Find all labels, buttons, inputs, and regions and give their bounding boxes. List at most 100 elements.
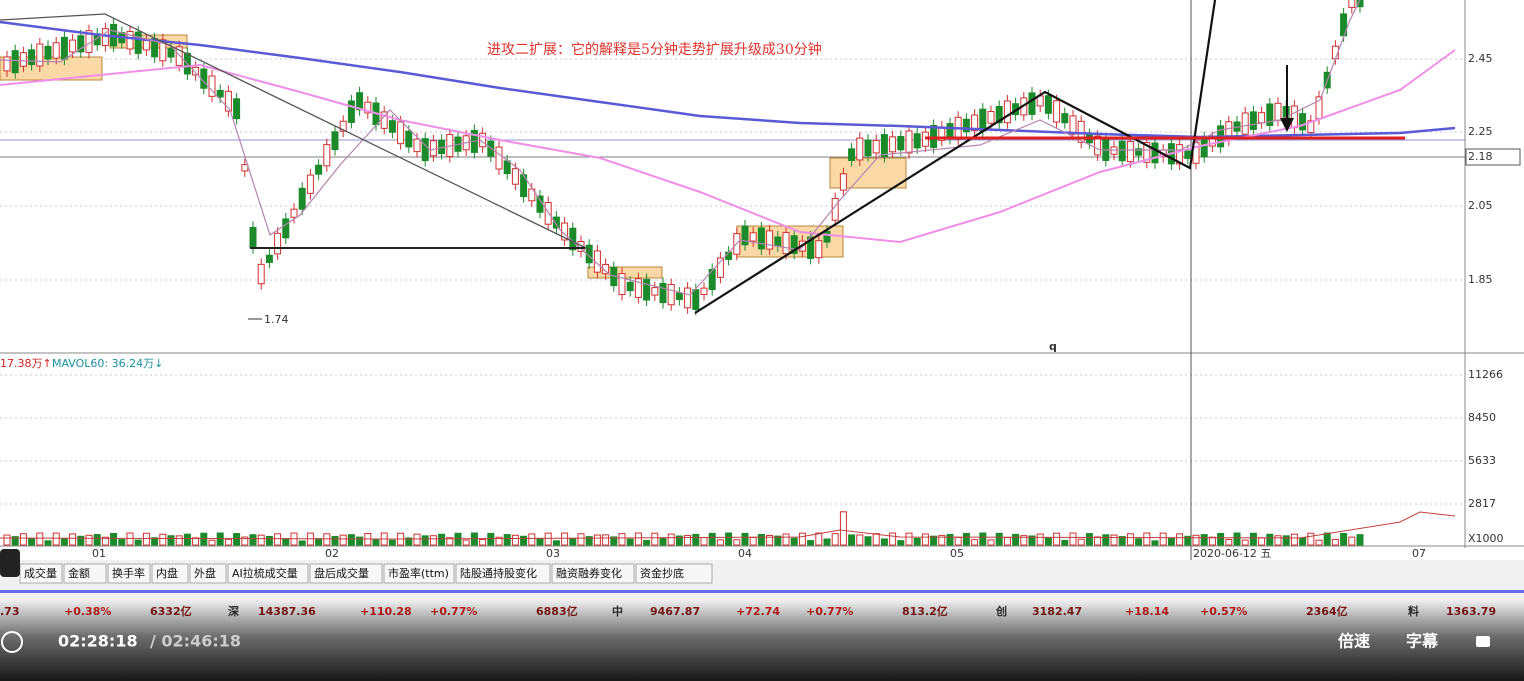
volume-bar: [962, 532, 970, 546]
volume-bar: [930, 535, 938, 546]
tab[interactable]: [189, 563, 227, 584]
replay-button[interactable]: [1, 631, 23, 653]
volume-bar: [1323, 532, 1331, 546]
candle: [241, 164, 249, 172]
volume-bar: [19, 533, 27, 546]
candle: [339, 120, 347, 132]
candle: [1118, 140, 1126, 162]
volume-bar: [388, 539, 396, 546]
candle: [77, 35, 85, 53]
volume-bar: [126, 532, 134, 546]
volume-bar: [1053, 532, 1061, 546]
volume-bar: [224, 538, 232, 546]
candle: [815, 240, 823, 259]
volume-bar: [815, 532, 823, 546]
volume-bar: [282, 538, 290, 546]
volume-legend: MAVOL60: 36.24万↓: [52, 357, 163, 370]
candle: [142, 40, 150, 51]
indicator-tabs: 成交量 金额 换手率 内盘 外盘 AI拉梳成交量 盘后成交量 市盈率(ttm) 陆股通持股变化 融…: [19, 563, 713, 584]
date-label: 02: [325, 547, 339, 560]
tab[interactable]: [63, 563, 107, 584]
volume-bar: [872, 533, 880, 546]
screenshot-button[interactable]: [1476, 636, 1490, 647]
candle: [192, 66, 200, 76]
tab-label: 融资融券变化: [556, 566, 622, 580]
volume-bar: [1258, 537, 1266, 546]
tab[interactable]: [635, 563, 713, 584]
date-label: 07: [1412, 547, 1426, 560]
speed-button[interactable]: 倍速: [1338, 632, 1370, 651]
candle: [1151, 142, 1159, 164]
volume-bar: [798, 532, 806, 546]
candle: [233, 98, 241, 120]
candle: [1356, 0, 1364, 8]
volume-bar: [233, 533, 241, 546]
candle: [708, 268, 716, 291]
volume-bar: [1102, 534, 1110, 546]
volume-bar: [1085, 533, 1093, 546]
volume-bar: [487, 532, 495, 546]
progress-bar[interactable]: [0, 590, 1524, 593]
candle: [356, 92, 364, 111]
volume-bar: [774, 535, 782, 546]
volume-bar: [331, 535, 339, 546]
tab[interactable]: [309, 563, 383, 584]
volume-bar: [142, 532, 150, 546]
volume-bar: [725, 532, 733, 546]
volume-bar: [3, 534, 11, 546]
candle: [856, 137, 864, 161]
tab[interactable]: [151, 563, 189, 584]
candle: [3, 56, 11, 72]
candle: [1126, 140, 1134, 163]
tab[interactable]: [551, 563, 635, 584]
volume-bar: [889, 532, 897, 546]
candle: [52, 42, 60, 59]
tab[interactable]: [455, 563, 551, 584]
subtitle-button[interactable]: 字幕: [1406, 632, 1439, 651]
volume-bar: [782, 533, 790, 546]
tab[interactable]: [227, 563, 309, 584]
candle: [44, 45, 52, 60]
volume-bar: [1217, 532, 1225, 546]
volume-bar: [913, 537, 921, 546]
volume-axis: 11266 8450 5633 2817 X1000: [1468, 368, 1504, 545]
volume-bar: [593, 534, 601, 546]
candle: [290, 208, 298, 218]
tab[interactable]: [383, 563, 455, 584]
volume-bar: [946, 533, 954, 546]
price-label: 2.05: [1468, 199, 1493, 212]
candle: [618, 273, 626, 296]
volume-bar: [880, 538, 888, 546]
tab-label: 陆股通持股变化: [460, 566, 537, 580]
tab[interactable]: [107, 563, 151, 584]
candle: [979, 108, 987, 132]
volume-bar: [1159, 532, 1167, 546]
volume-bar: [1020, 535, 1028, 546]
volume-label: 5633: [1468, 454, 1496, 467]
price-label: 2.25: [1468, 125, 1493, 138]
tab-label: 市盈率(ttm): [388, 566, 449, 580]
candle: [36, 43, 44, 67]
duration: / 02:46:18: [150, 632, 241, 651]
volume-bar: [1208, 536, 1216, 546]
arrow-head: [1280, 118, 1294, 132]
zigzag-line: [694, 0, 1217, 314]
candle: [159, 39, 167, 62]
tab[interactable]: [19, 563, 63, 584]
candle: [905, 130, 913, 154]
candle: [315, 164, 323, 175]
candle: [1135, 148, 1143, 156]
candle: [1044, 95, 1052, 114]
volume-bar: [1225, 538, 1233, 546]
volume-bar: [692, 533, 700, 546]
candle: [897, 136, 905, 151]
volume-bar: [856, 534, 864, 546]
volume-bar: [274, 533, 282, 546]
candle: [347, 100, 355, 123]
volume-bar: [101, 536, 109, 546]
volume-bar: [1184, 535, 1192, 546]
volume-bar: [1143, 532, 1151, 546]
candle: [208, 75, 216, 97]
candle: [634, 278, 642, 298]
volume-legend: 17.38万↑: [0, 357, 52, 370]
